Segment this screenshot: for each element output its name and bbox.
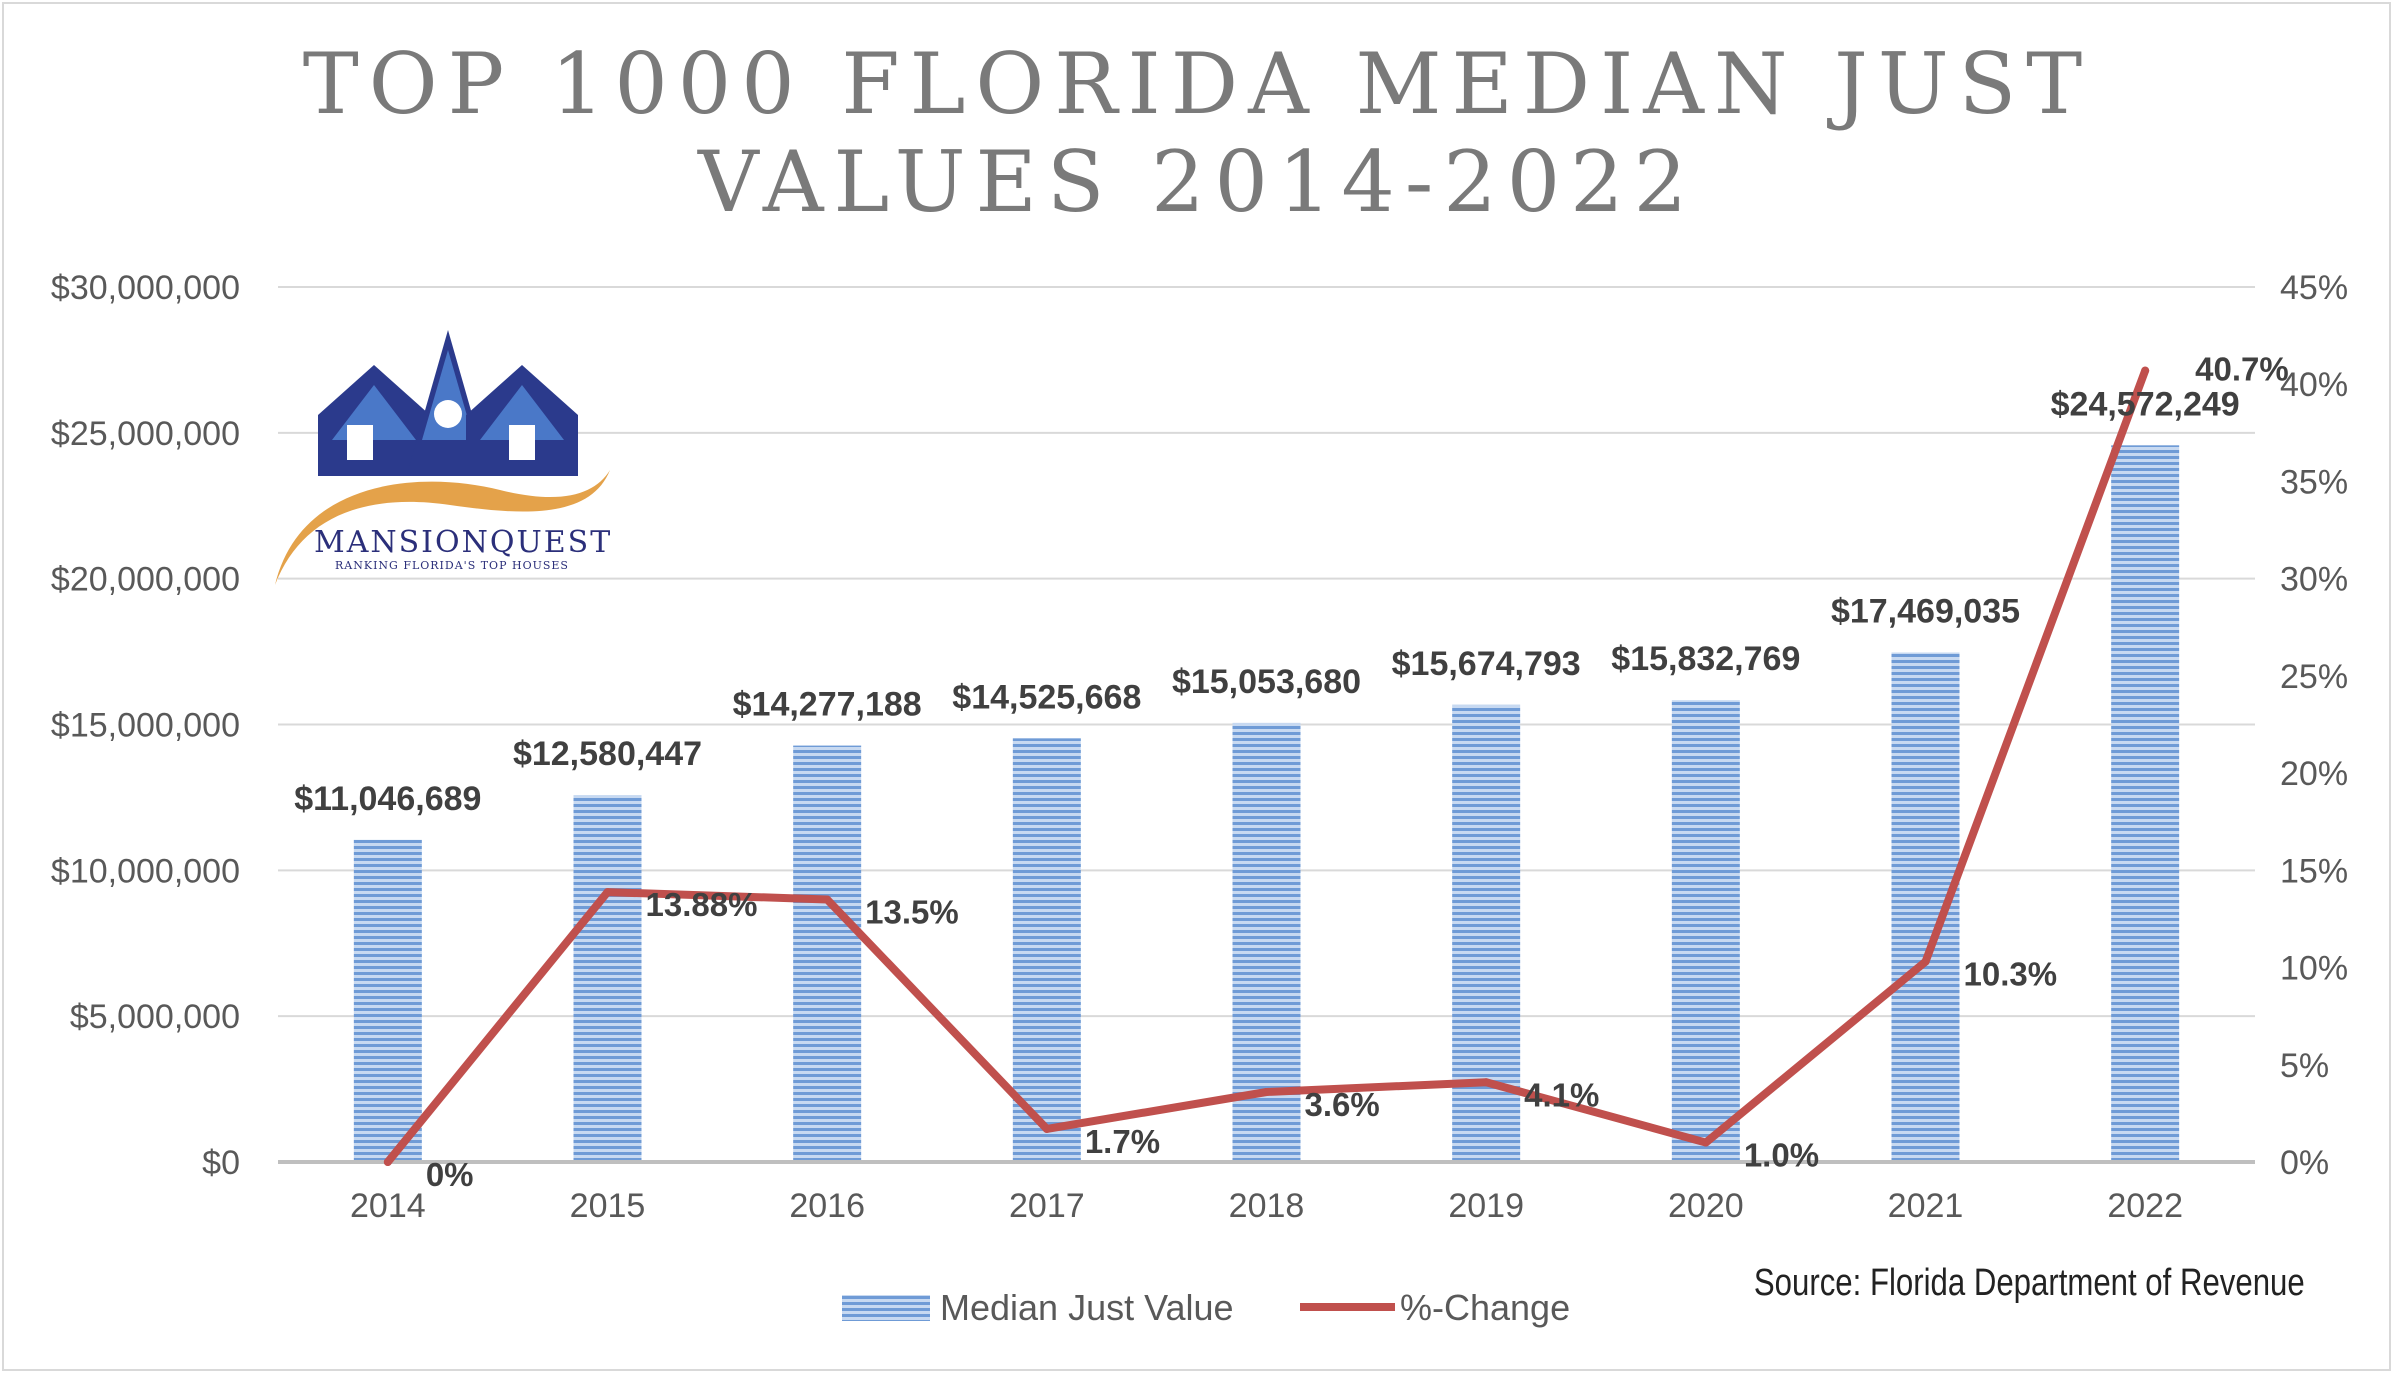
bar-value-label: $15,674,793 bbox=[1392, 645, 1581, 683]
bar bbox=[1452, 704, 1521, 1162]
bar-value-label: $15,832,769 bbox=[1611, 640, 1800, 678]
x-tick-label: 2018 bbox=[1229, 1187, 1305, 1225]
legend-line-label: %-Change bbox=[1400, 1287, 1570, 1328]
legend-bar-label: Median Just Value bbox=[940, 1287, 1234, 1328]
logo-tagline: RANKING FLORIDA'S TOP HOUSES bbox=[335, 559, 569, 572]
swoosh-icon bbox=[275, 470, 610, 585]
line-point bbox=[823, 895, 832, 904]
line-point bbox=[603, 888, 612, 897]
bar-value-label: $14,525,668 bbox=[952, 678, 1141, 716]
bar-value-label: $24,572,249 bbox=[2051, 385, 2240, 423]
logo-name: MANSIONQUEST bbox=[314, 525, 612, 560]
y-right-tick-label: 20% bbox=[2280, 755, 2348, 793]
line-point bbox=[1482, 1078, 1491, 1087]
data-labels: $11,046,689 $12,580,447 $14,277,188 $14,525… bbox=[294, 351, 2289, 1193]
house-icon bbox=[318, 330, 578, 476]
x-tick-label: 2020 bbox=[1668, 1187, 1744, 1225]
bar-value-label: $11,046,689 bbox=[294, 780, 481, 818]
pct-value-label: 0% bbox=[426, 1156, 474, 1193]
pct-value-label: 13.5% bbox=[865, 894, 959, 931]
y-right-tick-label: 35% bbox=[2280, 463, 2348, 501]
x-tick-label: 2017 bbox=[1009, 1187, 1085, 1225]
chart-title-line-2: VALUES 2014-2022 bbox=[697, 133, 1698, 231]
legend: Median Just Value %-Change bbox=[842, 1287, 1570, 1328]
x-tick-label: 2022 bbox=[2107, 1187, 2183, 1225]
pct-value-label: 40.7% bbox=[2195, 351, 2289, 388]
x-tick-label: 2015 bbox=[570, 1187, 646, 1225]
y-left-tick-label: $30,000,000 bbox=[51, 269, 240, 307]
y-right-tick-label: 45% bbox=[2280, 269, 2348, 307]
y-right-tick-label: 0% bbox=[2280, 1144, 2329, 1182]
line-point bbox=[383, 1158, 392, 1166]
bar bbox=[573, 795, 642, 1162]
y-right-tick-label: 15% bbox=[2280, 852, 2348, 890]
y-right-tick-label: 5% bbox=[2280, 1047, 2329, 1085]
bar bbox=[1012, 738, 1081, 1162]
bar bbox=[793, 745, 862, 1162]
legend-bar-swatch bbox=[842, 1295, 930, 1321]
line-point bbox=[1262, 1088, 1271, 1096]
x-tick-label: 2019 bbox=[1448, 1187, 1524, 1225]
bar bbox=[1671, 700, 1740, 1162]
bar-value-label: $17,469,035 bbox=[1831, 592, 2020, 630]
chart-title-line-1: TOP 1000 FLORIDA MEDIAN JUST bbox=[302, 35, 2093, 133]
bar-value-label: $12,580,447 bbox=[513, 735, 702, 773]
pct-value-label: 3.6% bbox=[1305, 1086, 1380, 1123]
bar bbox=[2111, 445, 2180, 1162]
line-point bbox=[1701, 1138, 1710, 1147]
pct-value-label: 13.88% bbox=[646, 886, 758, 923]
bar bbox=[353, 839, 422, 1162]
line-point bbox=[2141, 366, 2150, 375]
y-left-tick-label: $25,000,000 bbox=[51, 415, 240, 453]
line-point bbox=[1042, 1124, 1051, 1133]
line-series bbox=[383, 366, 2150, 1166]
pct-value-label: 4.1% bbox=[1524, 1076, 1599, 1113]
y-left-tick-label: $0 bbox=[202, 1144, 240, 1182]
mansionquest-logo: MANSIONQUEST RANKING FLORIDA'S TOP HOUSE… bbox=[275, 330, 612, 585]
y-left-tick-label: $20,000,000 bbox=[51, 561, 240, 599]
axes: $0 $5,000,000 $10,000,000 $15,000,000 $20,00… bbox=[51, 269, 2348, 1225]
bar-value-label: $15,053,680 bbox=[1172, 663, 1361, 701]
pct-value-label: 1.7% bbox=[1085, 1123, 1160, 1160]
source-note: Source: Florida Department of Revenue bbox=[1754, 1262, 2305, 1304]
y-right-tick-label: 25% bbox=[2280, 658, 2348, 696]
x-tick-label: 2021 bbox=[1888, 1187, 1964, 1225]
pct-value-label: 1.0% bbox=[1744, 1137, 1819, 1174]
y-left-tick-label: $15,000,000 bbox=[51, 707, 240, 745]
bar-value-label: $14,277,188 bbox=[733, 686, 922, 724]
pct-value-label: 10.3% bbox=[1964, 956, 2058, 993]
y-right-tick-label: 10% bbox=[2280, 950, 2348, 988]
y-right-tick-label: 40% bbox=[2280, 366, 2348, 404]
y-left-tick-label: $10,000,000 bbox=[51, 852, 240, 890]
y-left-tick-label: $5,000,000 bbox=[70, 998, 240, 1036]
x-tick-label: 2014 bbox=[350, 1187, 426, 1225]
bar-series bbox=[353, 445, 2180, 1162]
line-point bbox=[1921, 957, 1930, 966]
x-tick-label: 2016 bbox=[789, 1187, 865, 1225]
y-right-tick-label: 30% bbox=[2280, 561, 2348, 599]
